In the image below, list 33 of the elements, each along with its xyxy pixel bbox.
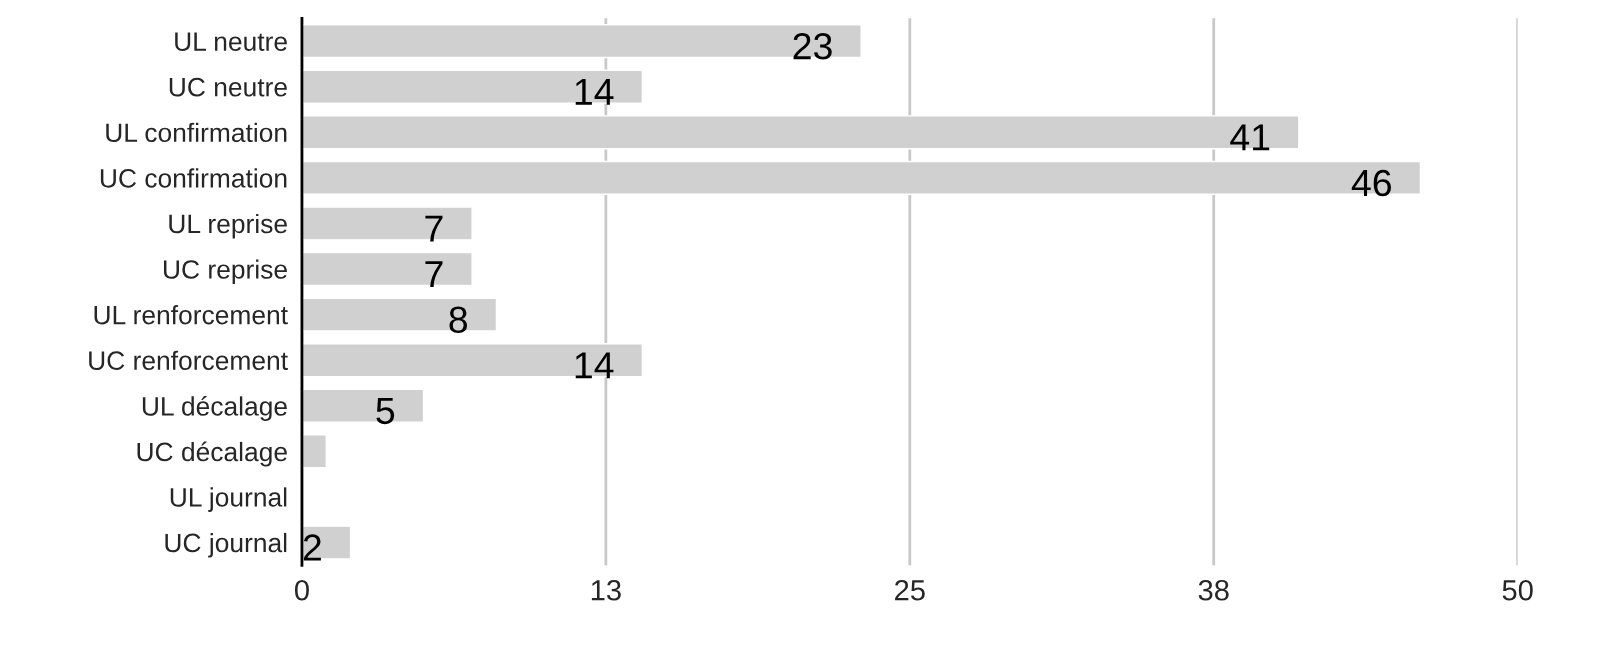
bar — [301, 251, 473, 287]
x-tick-label: 0 — [294, 579, 309, 601]
y-tick-label: UC décalage — [137, 441, 287, 467]
bar — [301, 525, 352, 560]
y-tick-label: UC neutre — [169, 77, 287, 97]
x-tick-label: 25 — [895, 579, 925, 601]
y-tick-label: UL confirmation — [106, 122, 287, 143]
y-tick-label: UL neutre — [175, 32, 287, 51]
y-tick-label: UC journal — [165, 532, 287, 558]
data-label: 41 — [1230, 124, 1270, 151]
data-label: 14 — [575, 352, 614, 379]
x-tick-label: 38 — [1198, 579, 1229, 601]
data-label: 7 — [425, 215, 443, 242]
data-label: 14 — [575, 78, 614, 105]
y-tick-label: UL journal — [170, 487, 287, 512]
bar — [301, 206, 473, 241]
y-tick-label: UL renforcement — [94, 305, 288, 325]
bar — [301, 297, 498, 332]
bar — [301, 388, 425, 423]
data-label: 46 — [1351, 169, 1391, 197]
data-label: 5 — [376, 397, 395, 425]
y-tick-label: UL reprise — [169, 213, 287, 239]
y-tick-label: UC renforcement — [89, 350, 288, 370]
x-tick-label: 13 — [591, 579, 621, 601]
bar — [301, 434, 327, 469]
data-label: 8 — [449, 306, 468, 333]
data-label: 23 — [793, 32, 832, 60]
data-label: 2 — [303, 534, 321, 561]
y-tick-label: UL décalage — [142, 396, 287, 421]
y-tick-label: UC confirmation — [100, 168, 287, 188]
x-tick-label: 50 — [1502, 579, 1533, 601]
data-label: 7 — [425, 261, 443, 288]
y-tick-label: UC reprise — [163, 259, 287, 285]
